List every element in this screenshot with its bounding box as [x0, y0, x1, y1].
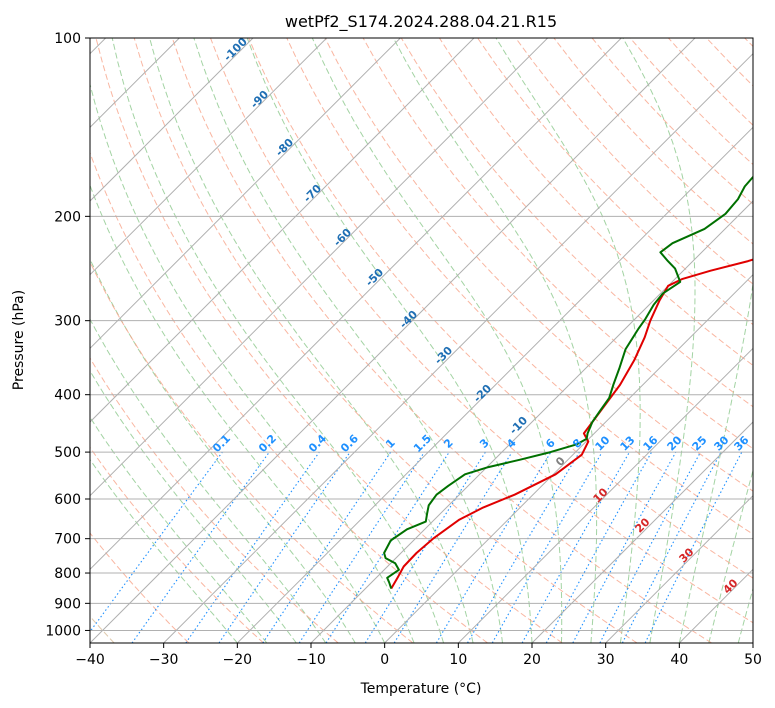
x-tick-label: −10 — [296, 652, 326, 668]
pressure-grid — [90, 38, 753, 631]
x-axis-ticks: −40 −30 −20 −10 0 10 20 30 40 50 — [75, 643, 762, 668]
dry-adiabat-line — [210, 38, 753, 624]
dry-adiabat-line — [95, 38, 563, 643]
moist-adiabat-line — [90, 257, 356, 643]
mixing-ratio-line — [644, 451, 743, 643]
moist-adiabat-line — [90, 458, 238, 643]
y-tick-label: 700 — [54, 532, 81, 548]
dry-adiabat-line — [90, 151, 488, 643]
y-axis-ticks: 100 200 300 400 500 600 700 800 900 1000 — [45, 31, 90, 639]
x-tick-label: −30 — [149, 652, 179, 668]
isotherm-line — [90, 38, 622, 571]
isotherm-line — [531, 421, 753, 643]
mixing-ratio-line — [521, 451, 630, 643]
moist-adiabat-line — [90, 416, 268, 643]
isotherm-line — [236, 126, 753, 643]
dry-adiabat-line — [438, 38, 753, 367]
moist-adiabat-line — [311, 38, 563, 643]
profile-series — [383, 175, 753, 590]
dry-adiabat-line — [133, 38, 638, 643]
mixing-ratio-line — [545, 451, 653, 643]
mixing-ratio-line — [218, 451, 351, 643]
moist-adiabat-line — [622, 38, 696, 643]
mixing-ratio-line — [262, 451, 392, 643]
isotherm-line — [90, 38, 401, 350]
mixing-ratio-line — [131, 451, 270, 643]
y-axis-label: Pressure (hPa) — [11, 290, 27, 390]
y-tick-label: 600 — [54, 492, 81, 508]
moist-adiabat-line — [149, 38, 474, 643]
temperature-profile-line — [390, 258, 753, 590]
moist-adiabat-line — [495, 38, 641, 643]
isotherm-line — [163, 52, 753, 643]
mixing-ratio-lines — [90, 451, 743, 643]
y-tick-label: 400 — [54, 388, 81, 404]
y-tick-label: 500 — [54, 445, 81, 461]
x-tick-label: 0 — [380, 652, 389, 668]
y-tick-label: 200 — [54, 209, 81, 225]
isotherm-line — [384, 273, 753, 643]
y-tick-label: 1000 — [45, 623, 81, 639]
x-tick-label: 10 — [449, 652, 467, 668]
y-tick-label: 300 — [54, 314, 81, 330]
y-tick-label: 100 — [54, 31, 81, 47]
isotherm-line — [90, 38, 475, 423]
mixing-ratio-line — [90, 451, 223, 633]
mixing-ratio-line — [298, 451, 425, 643]
chart-title: wetPf2_S174.2024.288.04.21.R15 — [285, 12, 557, 32]
x-tick-label: 30 — [597, 652, 615, 668]
y-tick-label: 800 — [54, 566, 81, 582]
dewpoint-profile-line — [383, 175, 753, 589]
isotherm-line — [310, 200, 753, 643]
x-tick-label: −20 — [223, 652, 253, 668]
moist-adiabat-line — [111, 38, 445, 643]
dry-adiabat-line — [90, 357, 339, 643]
mixing-ratio-line — [185, 451, 320, 643]
isotherm-line — [605, 494, 753, 643]
isotherm-line — [90, 38, 328, 276]
isotherms — [90, 38, 753, 643]
moist-adiabat-line — [246, 38, 533, 643]
plot-frame — [89, 37, 754, 644]
x-tick-label: −40 — [75, 652, 105, 668]
plot-area: -100-90-80-70-60-50-40-30-20-10010203040… — [90, 38, 753, 643]
x-tick-label: 40 — [670, 652, 688, 668]
isotherm-line — [90, 38, 696, 643]
dry-adiabat-line — [400, 38, 753, 408]
dry-adiabat-line — [515, 38, 753, 285]
y-tick-label: 900 — [54, 596, 81, 612]
dry-adiabat-line — [248, 38, 753, 579]
moist-adiabat-line — [392, 38, 598, 643]
isotherm-line — [90, 38, 549, 497]
mixing-ratio-line — [325, 451, 450, 643]
isotherm-line — [457, 347, 753, 643]
mixing-ratio-line — [572, 451, 677, 643]
moist-adiabat-line — [678, 281, 753, 643]
x-tick-label: 20 — [523, 652, 541, 668]
isotherm-line — [90, 38, 254, 202]
x-axis-label: Temperature (°C) — [360, 681, 482, 697]
dry-adiabat-line — [90, 446, 264, 643]
mixing-ratio-line — [393, 451, 513, 643]
x-tick-label: 50 — [744, 652, 762, 668]
dry-adiabat-line — [90, 532, 190, 643]
